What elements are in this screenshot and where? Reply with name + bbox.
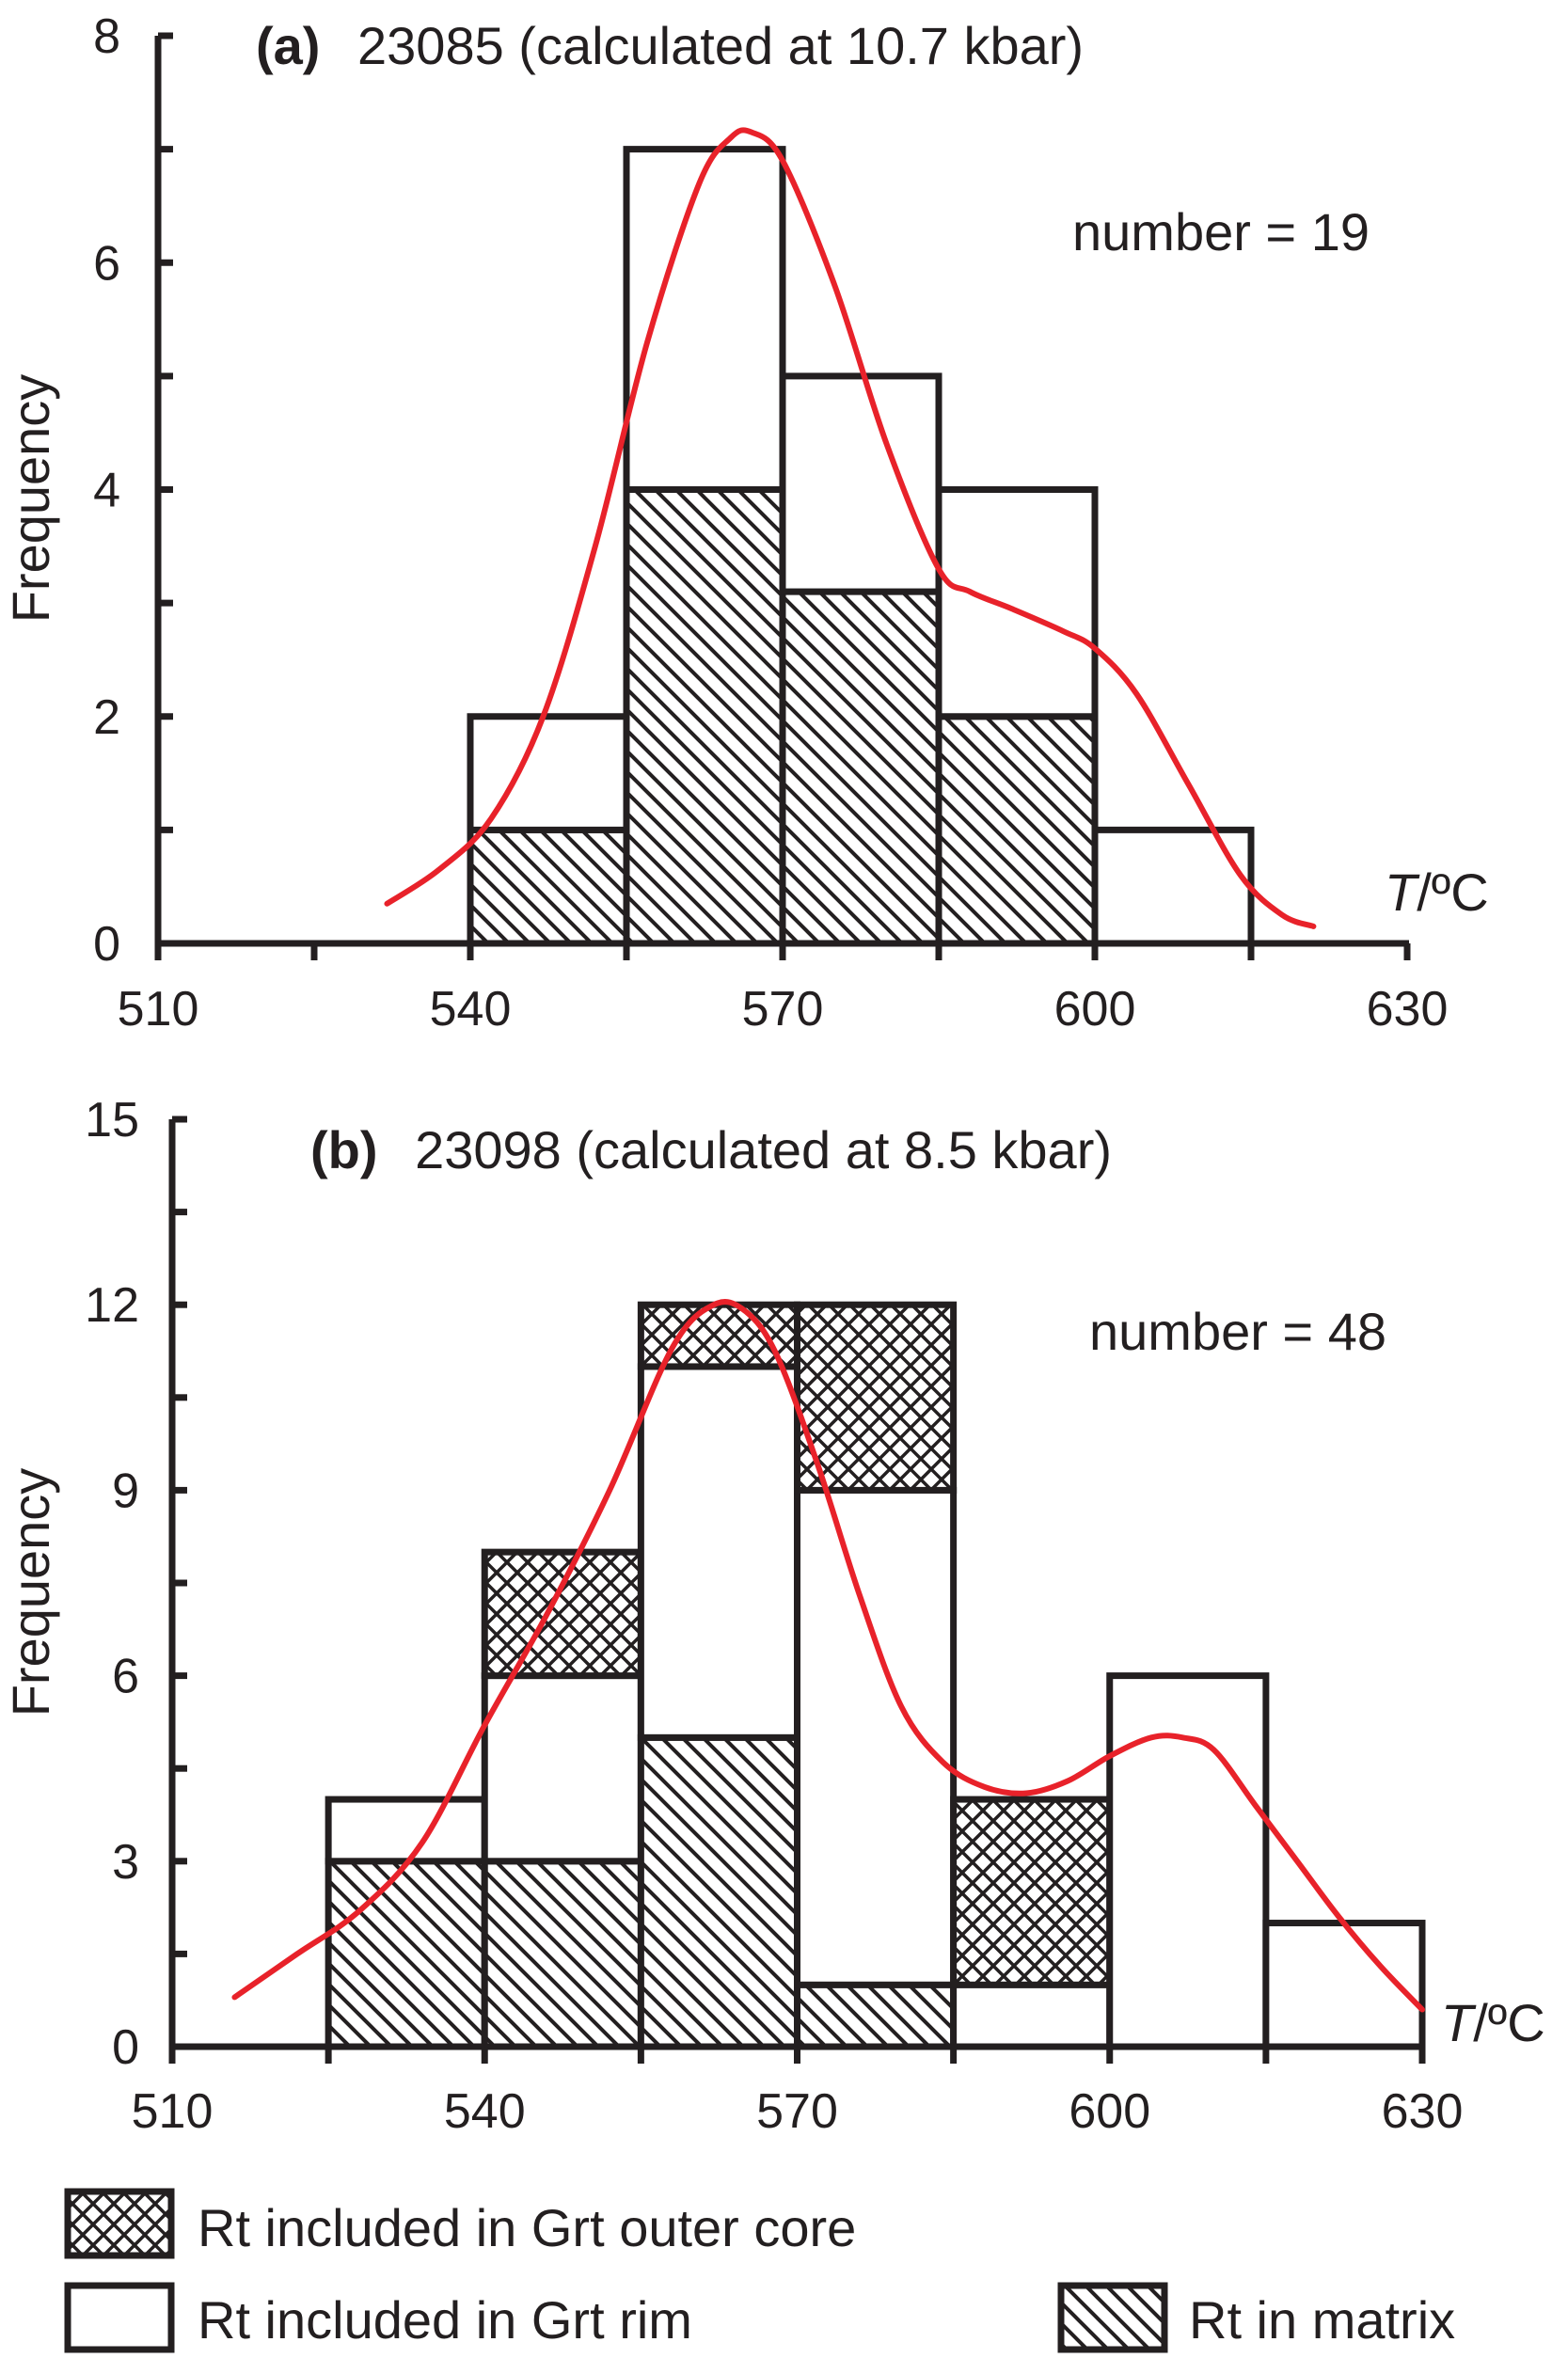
panel-b-bar-525-matrix (325, 1858, 488, 2050)
panel-a-bar-555-rim (623, 146, 786, 493)
panel-b-bars (325, 1301, 1426, 2050)
panel-a-bar-570-rim (779, 372, 942, 595)
panel-a-bar-540-matrix (467, 826, 630, 947)
panel-b-x-axis-unit: /ºC (1473, 1993, 1544, 2052)
legend-swatch-matrix (1057, 2282, 1168, 2353)
legend-label-rim: Rt included in Grt rim (198, 2290, 692, 2350)
panel-a-density-curve (384, 127, 1317, 929)
panel-b-count-annotation: number = 48 (1089, 1302, 1386, 1361)
panel-b-bar-540-matrix (481, 1858, 644, 2050)
panel-a-bar-570-matrix (779, 588, 942, 947)
panel-a-bar-555-matrix (623, 486, 786, 947)
panel-b-x-tick-label-540: 540 (444, 2084, 526, 2139)
panel-a-bar-585-matrix (935, 713, 1099, 947)
panel-b-bar-540-outer-core (481, 1548, 644, 1680)
panel-a-title: 23085 (calculated at 10.7 kbar) (357, 16, 1084, 75)
panel-b-y-tick-label-3: 3 (112, 1835, 139, 1890)
panel-b-bar-555-rim (637, 1363, 800, 1741)
panel-b-x-axis-symbol: T (1441, 1993, 1477, 2052)
panel-b-density-curve (231, 1299, 1425, 2013)
panel-a-x-tick-label-510: 510 (118, 982, 199, 1037)
panel-b-y-axis-title: Frequency (1, 1468, 60, 1717)
panel-b-y-tick-label-12: 12 (85, 1278, 139, 1333)
panel-b-bar-525-rim (325, 1796, 488, 1865)
panel-b-axes (168, 1116, 1426, 2064)
legend-swatch-outer-core (64, 2188, 175, 2259)
panel-a-x-tick-label-600: 600 (1054, 982, 1136, 1037)
panel-a-panel-label: (a) (256, 16, 320, 75)
panel-b-bar-570-rim (794, 1486, 958, 1988)
panel-a-x-tick-label-570: 570 (742, 982, 824, 1037)
panel-b-y-tick-label-0: 0 (112, 2020, 139, 2075)
panel-b-bar-600-rim (1106, 1672, 1270, 2050)
legend-label-matrix: Rt in matrix (1189, 2290, 1455, 2350)
panel-a-tick-labels: 0 2 4 6 8 510 540 570 600 630 (93, 9, 1448, 1037)
panel-b-bar-555-matrix (637, 1733, 800, 2050)
panel-a-x-tick-label-540: 540 (430, 982, 512, 1037)
legend: Rt included in Grt outer core Rt include… (64, 2188, 1455, 2353)
legend-item-outer-core: Rt included in Grt outer core (64, 2188, 856, 2259)
panel-b-panel-label: (b) (310, 1120, 378, 1179)
panel-a-bars (467, 146, 1255, 947)
panel-b-bar-570-matrix (794, 1981, 958, 2050)
panel-b-caption: (b) 23098 (calculated at 8.5 kbar) (310, 1120, 1112, 1179)
panel-a-caption: (a) 23085 (calculated at 10.7 kbar) (256, 16, 1084, 75)
panel-b-x-tick-label-630: 630 (1382, 2084, 1464, 2139)
panel-b-x-tick-label-510: 510 (132, 2084, 214, 2139)
panel-a-bar-585-rim (935, 486, 1099, 720)
panel-b-x-tick-label-600: 600 (1069, 2084, 1150, 2139)
panel-b-bar-540-rim (481, 1672, 644, 1865)
panel-a-y-tick-label-0: 0 (93, 917, 120, 972)
panel-a-chart: 0 2 4 6 8 510 540 570 600 630 (a) 23085 (calculat… (1, 9, 1489, 1037)
panel-b-chart: 0 3 6 9 12 15 510 540 570 600 630 (b) 23098 (calcu… (1, 1093, 1545, 2139)
legend-item-rim: Rt included in Grt rim (64, 2282, 692, 2353)
panel-a-y-tick-label-8: 8 (93, 9, 120, 64)
panel-b-y-tick-label-15: 15 (85, 1093, 139, 1147)
panel-b-x-axis-title: T/ºC (1441, 1993, 1545, 2052)
panel-b-bar-570-outer-core (794, 1301, 958, 1494)
legend-item-matrix: Rt in matrix (1057, 2282, 1455, 2353)
panel-a-axes (154, 32, 1411, 960)
panel-a-x-axis-unit: /ºC (1417, 862, 1488, 922)
panel-b-x-tick-label-570: 570 (756, 2084, 838, 2139)
panel-a-y-tick-label-2: 2 (93, 690, 120, 745)
panel-b-bar-585-rim (950, 1981, 1114, 2050)
legend-label-outer-core: Rt included in Grt outer core (198, 2198, 856, 2257)
panel-b-y-tick-label-9: 9 (112, 1464, 139, 1518)
panel-a-bar-600-rim (1091, 826, 1255, 947)
panel-a-x-axis-symbol: T (1385, 862, 1420, 922)
panel-a-x-axis-title: T/ºC (1385, 862, 1489, 922)
panel-a-y-tick-label-6: 6 (93, 236, 120, 291)
panel-a-y-axis-title: Frequency (1, 374, 60, 624)
panel-b-y-tick-label-6: 6 (112, 1650, 139, 1704)
panel-a-y-tick-label-4: 4 (93, 464, 120, 518)
legend-swatch-rim (64, 2282, 175, 2353)
panel-a-x-tick-label-630: 630 (1367, 982, 1449, 1037)
panel-b-bar-585-outer-core (950, 1796, 1114, 1988)
panel-b-title: 23098 (calculated at 8.5 kbar) (415, 1120, 1112, 1179)
panel-b-tick-labels: 0 3 6 9 12 15 510 540 570 600 630 (85, 1093, 1463, 2139)
panel-a-count-annotation: number = 19 (1072, 202, 1370, 261)
